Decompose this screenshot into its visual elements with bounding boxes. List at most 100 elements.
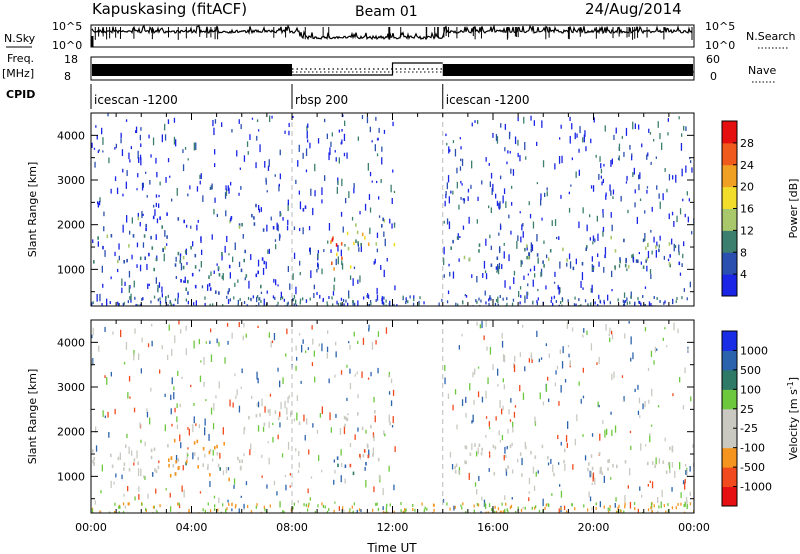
echo-point bbox=[485, 157, 487, 162]
echo-point bbox=[96, 294, 98, 302]
echo-point bbox=[344, 464, 347, 468]
echo-point bbox=[289, 283, 291, 290]
echo-point bbox=[676, 215, 678, 223]
nsky-tick-bottom: 10^0 bbox=[52, 39, 82, 52]
echo-point bbox=[386, 258, 388, 262]
echo-point bbox=[624, 263, 627, 268]
echo-point bbox=[303, 503, 305, 507]
echo-point bbox=[131, 450, 133, 456]
echo-point bbox=[653, 360, 655, 365]
echo-point bbox=[392, 389, 395, 396]
echo-point bbox=[498, 232, 500, 236]
echo-point bbox=[680, 502, 682, 506]
echo-point bbox=[450, 190, 452, 194]
echo-point bbox=[249, 134, 251, 141]
freq-trace bbox=[92, 62, 693, 76]
echo-point bbox=[193, 441, 196, 445]
echo-point bbox=[388, 303, 390, 306]
echo-point bbox=[306, 125, 308, 131]
echo-point bbox=[225, 210, 227, 217]
echo-point bbox=[357, 244, 359, 247]
echo-point bbox=[559, 287, 561, 293]
echo-point bbox=[633, 502, 636, 505]
echo-point bbox=[494, 446, 497, 450]
echo-point bbox=[609, 327, 611, 334]
echo-point bbox=[660, 501, 662, 509]
echo-point bbox=[173, 392, 175, 400]
echo-point bbox=[328, 296, 330, 299]
echo-point bbox=[177, 370, 179, 376]
echo-point bbox=[383, 296, 385, 300]
echo-point bbox=[366, 294, 368, 298]
echo-point bbox=[527, 273, 529, 276]
echo-point bbox=[668, 242, 671, 246]
echo-point bbox=[481, 496, 483, 501]
echo-point bbox=[598, 261, 600, 267]
echo-point bbox=[262, 267, 265, 275]
echo-point bbox=[295, 365, 297, 371]
echo-point bbox=[317, 138, 320, 144]
echo-point bbox=[158, 460, 160, 464]
echo-point bbox=[266, 224, 268, 232]
echo-point bbox=[279, 212, 282, 217]
echo-point bbox=[600, 168, 603, 174]
echo-point bbox=[653, 504, 655, 508]
echo-point bbox=[277, 434, 279, 440]
echo-point bbox=[153, 295, 156, 299]
echo-point bbox=[342, 226, 344, 233]
echo-point bbox=[360, 242, 362, 247]
echo-point bbox=[310, 476, 313, 479]
echo-point bbox=[627, 265, 630, 269]
echo-point bbox=[337, 245, 339, 252]
echo-point bbox=[598, 174, 600, 180]
echo-point bbox=[484, 270, 487, 274]
echo-point bbox=[488, 302, 490, 306]
echo-point bbox=[238, 119, 240, 124]
echo-point bbox=[340, 304, 343, 306]
echo-point bbox=[531, 359, 533, 364]
echo-point bbox=[137, 461, 139, 465]
echo-point bbox=[500, 175, 502, 180]
echo-point bbox=[650, 229, 652, 233]
echo-point bbox=[233, 296, 235, 300]
echo-point bbox=[597, 304, 599, 306]
echo-point bbox=[524, 295, 526, 299]
echo-point bbox=[462, 198, 464, 201]
echo-point bbox=[646, 306, 647, 313]
echo-point bbox=[266, 484, 268, 489]
echo-point bbox=[447, 393, 450, 399]
echo-point bbox=[459, 137, 461, 140]
echo-point bbox=[539, 392, 541, 400]
echo-point bbox=[590, 471, 593, 475]
echo-point bbox=[488, 205, 490, 209]
echo-point bbox=[419, 296, 421, 300]
echo-point bbox=[460, 158, 462, 162]
echo-point bbox=[290, 508, 292, 512]
echo-point bbox=[496, 200, 499, 207]
echo-point bbox=[179, 255, 182, 263]
echo-point bbox=[545, 285, 547, 290]
x-tick-label: 16:00 bbox=[477, 521, 509, 534]
echo-point bbox=[298, 333, 301, 336]
echo-point bbox=[140, 439, 142, 443]
echo-point bbox=[376, 295, 379, 301]
echo-point bbox=[667, 509, 669, 513]
echo-point bbox=[217, 463, 220, 468]
echo-point bbox=[212, 303, 214, 306]
echo-point bbox=[260, 207, 262, 212]
echo-point bbox=[201, 249, 203, 255]
echo-point bbox=[222, 304, 224, 306]
echo-point bbox=[610, 411, 612, 415]
echo-point bbox=[359, 275, 361, 283]
echo-point bbox=[532, 466, 535, 474]
echo-point bbox=[149, 417, 151, 425]
echo-point bbox=[644, 233, 646, 240]
echo-point bbox=[114, 251, 116, 257]
echo-point bbox=[217, 508, 219, 512]
echo-point bbox=[405, 299, 407, 302]
echo-point bbox=[229, 217, 232, 222]
echo-point bbox=[177, 292, 179, 299]
echo-point bbox=[159, 216, 161, 220]
echo-point bbox=[168, 324, 170, 331]
echo-point bbox=[392, 416, 394, 424]
